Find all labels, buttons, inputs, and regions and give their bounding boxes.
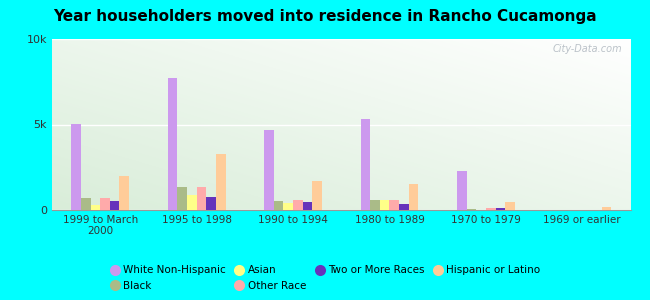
Text: Year householders moved into residence in Rancho Cucamonga: Year householders moved into residence i…: [53, 9, 597, 24]
Bar: [312, 181, 322, 210]
Bar: [361, 118, 370, 210]
Bar: [90, 205, 100, 210]
Bar: [409, 184, 419, 210]
Bar: [274, 202, 283, 210]
Bar: [399, 204, 409, 210]
Bar: [81, 198, 90, 210]
Bar: [187, 195, 196, 210]
Bar: [370, 200, 380, 210]
Bar: [505, 202, 515, 210]
Bar: [264, 130, 274, 210]
Bar: [293, 200, 303, 210]
Bar: [72, 124, 81, 210]
Text: City-Data.com: City-Data.com: [552, 44, 622, 54]
Bar: [601, 207, 611, 210]
Bar: [216, 154, 226, 210]
Bar: [177, 187, 187, 210]
Legend: White Non-Hispanic, Black, Asian, Other Race, Two or More Races, Hispanic or Lat: White Non-Hispanic, Black, Asian, Other …: [105, 261, 545, 295]
Bar: [196, 187, 206, 210]
Bar: [389, 200, 399, 210]
Bar: [457, 171, 467, 210]
Bar: [120, 176, 129, 210]
Bar: [110, 201, 120, 210]
Bar: [100, 198, 110, 210]
Bar: [168, 78, 177, 210]
Bar: [303, 202, 312, 210]
Bar: [380, 200, 389, 210]
Bar: [283, 203, 293, 210]
Bar: [206, 197, 216, 210]
Bar: [467, 209, 476, 210]
Bar: [495, 208, 505, 210]
Bar: [486, 208, 495, 210]
